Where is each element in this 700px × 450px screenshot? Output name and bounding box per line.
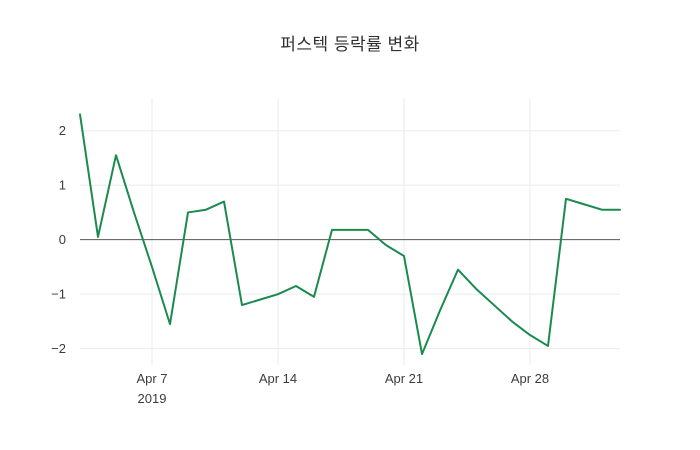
y-axis-tick-label: 1 <box>59 178 66 193</box>
x-axis-tick-label: Apr 21 <box>385 371 423 386</box>
y-axis-tick-label: −2 <box>51 341 66 356</box>
data-line <box>79 113 621 356</box>
y-axis-tick-label: −1 <box>51 287 66 302</box>
y-axis-tick-label: 2 <box>59 123 66 138</box>
x-axis-tick-label: Apr 28 <box>511 371 549 386</box>
y-axis-tick-label: 0 <box>59 232 66 247</box>
chart-title: 퍼스텍 등락률 변화 <box>280 35 420 54</box>
x-axis-tick-label: Apr 7 <box>136 371 167 386</box>
x-axis-tick-label: Apr 14 <box>259 371 297 386</box>
x-axis-year-label: 2019 <box>138 391 167 406</box>
